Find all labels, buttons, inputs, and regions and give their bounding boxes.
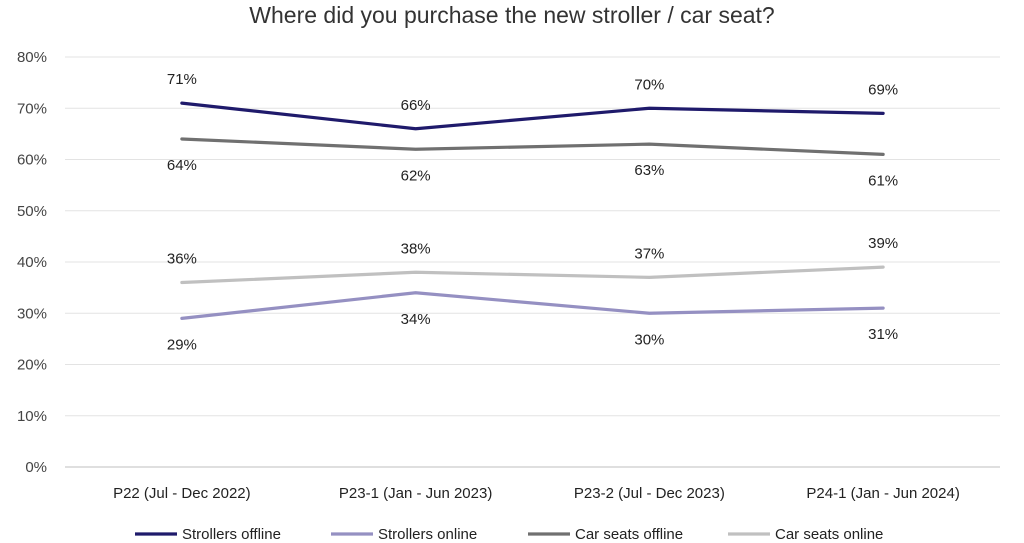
data-label: 64% xyxy=(167,157,197,174)
chart-title: Where did you purchase the new stroller … xyxy=(249,2,775,28)
data-label: 34% xyxy=(401,311,431,328)
data-label: 63% xyxy=(634,162,664,179)
y-tick-label: 30% xyxy=(17,305,47,322)
series-line-car-seats-online xyxy=(180,265,885,285)
data-label: 66% xyxy=(401,97,431,114)
data-label: 62% xyxy=(401,167,431,184)
y-tick-label: 70% xyxy=(17,100,47,117)
y-tick-label: 0% xyxy=(25,459,47,476)
data-label: 30% xyxy=(634,331,664,348)
series-line-strollers-offline xyxy=(180,101,885,131)
x-category-label: P24-1 (Jan - Jun 2024) xyxy=(806,485,959,502)
legend: Strollers offline Strollers online Car sea… xyxy=(135,526,883,543)
data-labels: 71% 66% 70% 69% 29% 34% 30% 31% 64% 62% 63% 61% 36% 3… xyxy=(167,71,898,353)
legend-label: Car seats offline xyxy=(575,526,683,543)
y-tick-label: 60% xyxy=(17,152,47,169)
data-label: 36% xyxy=(167,251,197,268)
y-tick-label: 50% xyxy=(17,203,47,220)
data-label: 31% xyxy=(868,326,898,343)
x-axis-categories: P22 (Jul - Dec 2022) P23-1 (Jan - Jun 202… xyxy=(113,485,960,502)
series-line-strollers-online xyxy=(180,291,885,320)
legend-label: Strollers offline xyxy=(182,526,281,543)
data-label: 38% xyxy=(401,240,431,257)
x-category-label: P23-2 (Jul - Dec 2023) xyxy=(574,485,725,502)
legend-label: Strollers online xyxy=(378,526,477,543)
data-label: 71% xyxy=(167,71,197,88)
x-category-label: P23-1 (Jan - Jun 2023) xyxy=(339,485,492,502)
x-category-label: P22 (Jul - Dec 2022) xyxy=(113,485,251,502)
series-lines xyxy=(180,101,885,320)
data-label: 37% xyxy=(634,245,664,262)
legend-label: Car seats online xyxy=(775,526,883,543)
data-label: 61% xyxy=(868,172,898,189)
data-label: 69% xyxy=(868,81,898,98)
y-tick-label: 40% xyxy=(17,254,47,271)
data-label: 39% xyxy=(868,235,898,252)
y-tick-label: 10% xyxy=(17,408,47,425)
data-label: 29% xyxy=(167,336,197,353)
y-axis-ticks: 0% 10% 20% 30% 40% 50% 60% 70% 80% xyxy=(17,49,47,476)
y-tick-label: 20% xyxy=(17,357,47,374)
y-tick-label: 80% xyxy=(17,49,47,66)
series-line-car-seats-offline xyxy=(180,137,885,156)
data-label: 70% xyxy=(634,76,664,93)
